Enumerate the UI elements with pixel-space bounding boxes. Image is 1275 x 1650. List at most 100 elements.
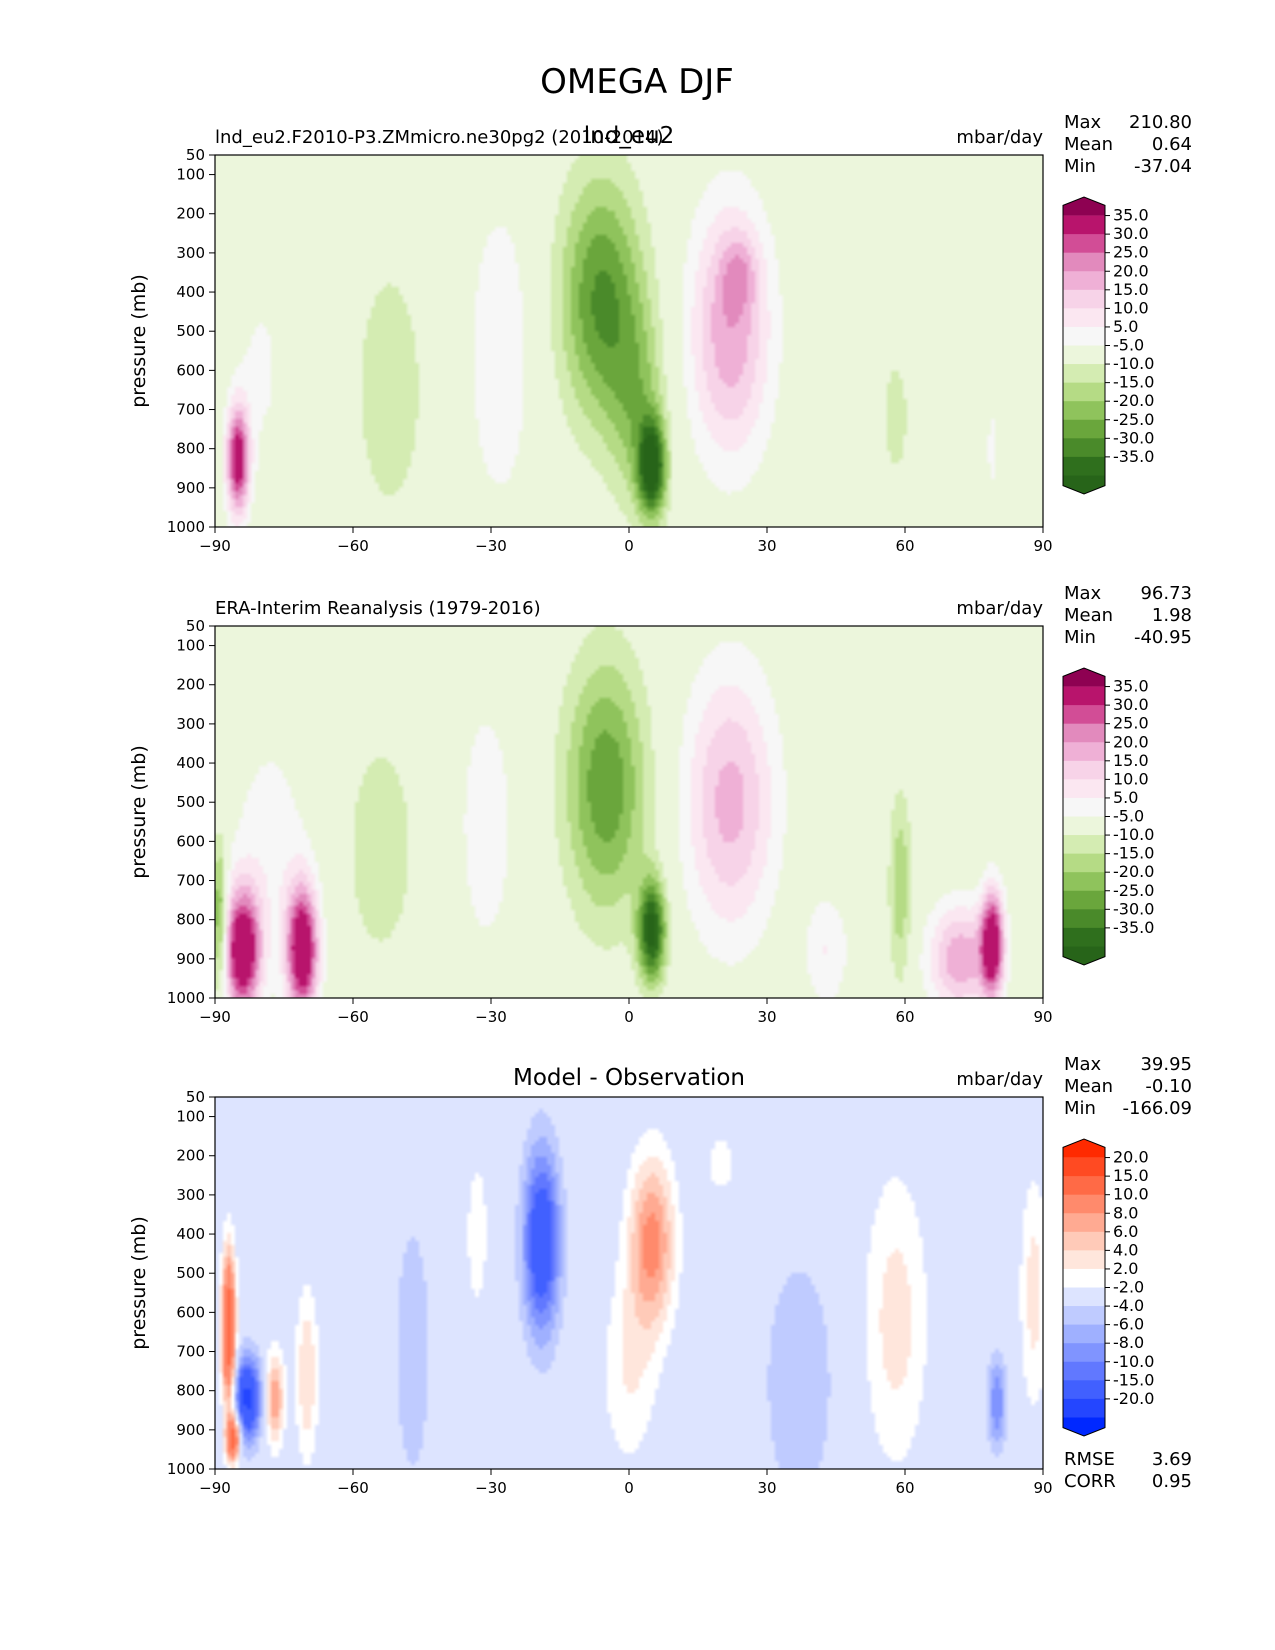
colorbar-1: 35.030.025.020.015.010.05.0-5.0-10.0-15.… — [1062, 196, 1154, 495]
colorbar-swatch — [1063, 1250, 1105, 1270]
colorbar-extend-top — [1063, 1139, 1105, 1158]
colorbar-swatch — [1063, 1287, 1105, 1307]
y-axis-label: pressure (mb) — [128, 745, 150, 879]
x-tick-label: 90 — [1033, 1008, 1052, 1026]
colorbar-2: 35.030.025.020.015.010.05.0-5.0-10.0-15.… — [1062, 667, 1154, 966]
colorbar-swatch — [1063, 760, 1105, 780]
x-tick-label: 60 — [895, 537, 914, 555]
colorbar-label: 8.0 — [1113, 1203, 1138, 1222]
y-tick-label: 800 — [176, 440, 205, 458]
y-tick-label: 400 — [176, 283, 205, 301]
x-tick-label: 90 — [1033, 537, 1052, 555]
colorbar-swatch — [1063, 927, 1105, 948]
y-tick-label: 100 — [176, 1108, 205, 1126]
colorbar-label: 15.0 — [1113, 280, 1149, 299]
stat-value: 96.73 — [1140, 583, 1192, 604]
colorbar-swatch — [1063, 308, 1105, 328]
colorbar-label: -15.0 — [1113, 373, 1154, 392]
x-tick-label: −30 — [475, 1008, 507, 1026]
y-tick-label: 700 — [176, 401, 205, 419]
x-tick-label: −60 — [337, 537, 369, 555]
x-tick-label: −60 — [337, 1008, 369, 1026]
y-tick-label: 1000 — [167, 1460, 205, 1478]
colorbar-label: 25.0 — [1113, 243, 1149, 262]
colorbar-label: -20.0 — [1113, 862, 1154, 881]
colorbar-3: 20.015.010.08.06.04.02.0-2.0-4.0-6.0-8.0… — [1062, 1138, 1154, 1437]
colorbar-label: 10.0 — [1113, 1185, 1149, 1204]
colorbar-swatch — [1063, 835, 1105, 855]
colorbar-label: -15.0 — [1113, 1370, 1154, 1389]
colorbar-swatch — [1063, 289, 1105, 309]
colorbar-extend-bottom — [1063, 946, 1105, 965]
colorbar-label: 2.0 — [1113, 1259, 1138, 1278]
colorbar-label: 35.0 — [1113, 206, 1149, 225]
y-tick-label: 900 — [176, 1421, 205, 1439]
y-tick-label: 600 — [176, 832, 205, 850]
colorbar-swatch — [1063, 345, 1105, 365]
colorbar-swatch — [1063, 215, 1105, 235]
colorbar-extend-bottom — [1063, 1417, 1105, 1436]
x-tick-label: 0 — [624, 1479, 634, 1497]
colorbar-label: 5.0 — [1113, 788, 1138, 807]
colorbar-swatch — [1063, 742, 1105, 762]
colorbar-extend-top — [1063, 197, 1105, 216]
colorbar-label: 20.0 — [1113, 1148, 1149, 1167]
colorbar-label: -10.0 — [1113, 354, 1154, 373]
x-tick-label: −90 — [199, 1008, 231, 1026]
colorbar-swatch — [1063, 1231, 1105, 1251]
stat-value: 39.95 — [1140, 1054, 1192, 1075]
colorbar-swatch — [1063, 252, 1105, 272]
colorbar-label: -5.0 — [1113, 336, 1144, 355]
colorbar-swatch — [1063, 1194, 1105, 1214]
y-tick-label: 100 — [176, 637, 205, 655]
colorbar-label: 15.0 — [1113, 751, 1149, 770]
colorbar-swatch — [1063, 1380, 1105, 1400]
colorbar-label: 30.0 — [1113, 224, 1149, 243]
colorbar-label: -4.0 — [1113, 1296, 1144, 1315]
stat-label: Max — [1064, 583, 1102, 604]
x-tick-label: 60 — [895, 1479, 914, 1497]
x-tick-label: 30 — [757, 1008, 776, 1026]
colorbar-label: 20.0 — [1113, 732, 1149, 751]
colorbar-label: 6.0 — [1113, 1222, 1138, 1241]
stat-value: 1.98 — [1152, 605, 1192, 626]
stat-value: 210.80 — [1129, 112, 1192, 133]
y-tick-label: 600 — [176, 361, 205, 379]
colorbar-label: -20.0 — [1113, 1389, 1154, 1408]
colorbar-label: -35.0 — [1113, 918, 1154, 937]
colorbar-swatch — [1063, 686, 1105, 706]
figure-title: OMEGA DJF — [540, 62, 734, 102]
colorbar-swatch — [1063, 401, 1105, 421]
stat-label: Min — [1064, 627, 1096, 648]
x-tick-label: 90 — [1033, 1479, 1052, 1497]
colorbar-swatch — [1063, 234, 1105, 254]
colorbar-swatch — [1063, 1398, 1105, 1419]
panel-units: mbar/day — [956, 1069, 1043, 1090]
colorbar-swatch — [1063, 1213, 1105, 1233]
colorbar-swatch — [1063, 1324, 1105, 1344]
y-tick-label: 500 — [176, 322, 205, 340]
colorbar-swatch — [1063, 705, 1105, 725]
y-tick-label: 900 — [176, 479, 205, 497]
stat-value: -0.10 — [1145, 1076, 1192, 1097]
colorbar-swatch — [1063, 853, 1105, 873]
y-tick-label: 100 — [176, 166, 205, 184]
y-tick-label: 600 — [176, 1303, 205, 1321]
colorbar-label: 5.0 — [1113, 317, 1138, 336]
panel-left-title: lnd_eu2.F2010-P3.ZMmicro.ne30pg2 (2010-2… — [215, 127, 663, 148]
contour-field-1 — [215, 155, 1043, 527]
colorbar-swatch — [1063, 890, 1105, 910]
x-tick-label: −90 — [199, 537, 231, 555]
colorbar-swatch — [1063, 723, 1105, 743]
contour-field-2 — [215, 626, 1043, 998]
stat-label: CORR — [1064, 1471, 1116, 1492]
y-tick-label: 50 — [186, 1088, 205, 1106]
panel-units: mbar/day — [956, 598, 1043, 619]
colorbar-label: -10.0 — [1113, 1352, 1154, 1371]
stat-label: RMSE — [1064, 1449, 1115, 1470]
y-tick-label: 300 — [176, 244, 205, 262]
